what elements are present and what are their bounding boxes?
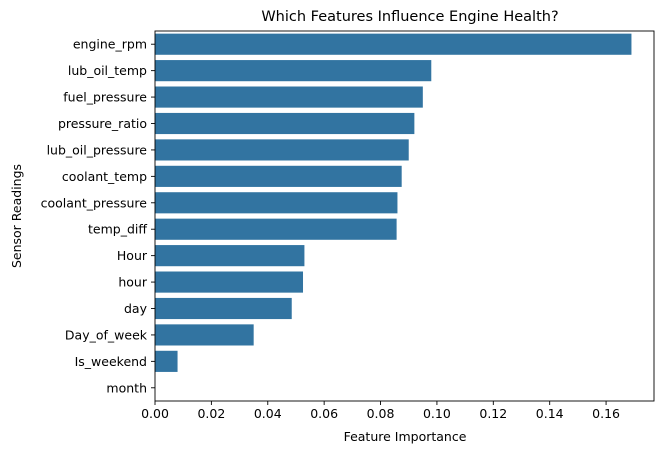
- bar-day-of-week: [155, 324, 254, 346]
- y-tick-label-fuel-pressure: fuel_pressure: [63, 90, 147, 105]
- x-axis-label: Feature Importance: [344, 429, 467, 444]
- bar-temp-diff: [155, 218, 397, 240]
- bar-coolant-temp: [155, 165, 402, 187]
- y-tick-label-temp-diff: temp_diff: [88, 222, 147, 237]
- y-tick-label-lub-oil-temp: lub_oil_temp: [68, 63, 147, 78]
- bar-day: [155, 297, 292, 320]
- x-tick-label: 0.14: [536, 406, 564, 421]
- y-tick-label-is-weekend: Is_weekend: [75, 354, 147, 369]
- bar-lub-oil-pressure: [155, 139, 409, 161]
- x-tick-label: 0.02: [197, 406, 225, 421]
- y-axis-label: Sensor Readings: [9, 164, 24, 268]
- y-tick-label-hour: hour: [118, 275, 147, 290]
- x-tick-label: 0.04: [254, 406, 282, 421]
- y-tick-label-day-of-week: Day_of_week: [65, 327, 148, 342]
- bar-pressure-ratio: [155, 112, 415, 135]
- x-tick-label: 0.06: [310, 406, 338, 421]
- bar-hour: [155, 271, 304, 293]
- bar-coolant-pressure: [155, 192, 398, 214]
- bar-fuel-pressure: [155, 86, 423, 108]
- y-tick-label-pressure-ratio: pressure_ratio: [58, 116, 147, 131]
- bar-engine-rpm: [155, 33, 632, 55]
- y-tick-label-engine-rpm: engine_rpm: [73, 37, 147, 52]
- x-tick-label: 0.10: [423, 406, 451, 421]
- y-tick-label-month: month: [106, 380, 147, 395]
- bar-hour: [155, 245, 305, 267]
- y-tick-label-lub-oil-pressure: lub_oil_pressure: [47, 142, 148, 157]
- plot-frame: [154, 30, 655, 402]
- x-tick-label: 0.16: [592, 406, 620, 421]
- bar-is-weekend: [155, 350, 178, 372]
- x-tick-label: 0.12: [479, 406, 507, 421]
- y-tick-label-hour: Hour: [117, 248, 148, 263]
- y-tick-label-day: day: [124, 301, 148, 316]
- y-tick-label-coolant-pressure: coolant_pressure: [41, 195, 148, 210]
- bar-lub-oil-temp: [155, 60, 432, 82]
- chart-title: Which Features Influence Engine Health?: [261, 9, 558, 25]
- x-tick-label: 0.00: [141, 406, 169, 421]
- x-tick-label: 0.08: [367, 406, 395, 421]
- y-tick-labels: engine_rpm lub_oil_temp fuel_pressurepress…: [41, 37, 155, 395]
- bars-group: [155, 33, 632, 372]
- x-tick-labels: 0.00 0.02 0.04 0.06 0.08 0.10 0.12 0.14 0.16: [141, 401, 620, 421]
- y-tick-label-coolant-temp: coolant_temp: [62, 169, 147, 184]
